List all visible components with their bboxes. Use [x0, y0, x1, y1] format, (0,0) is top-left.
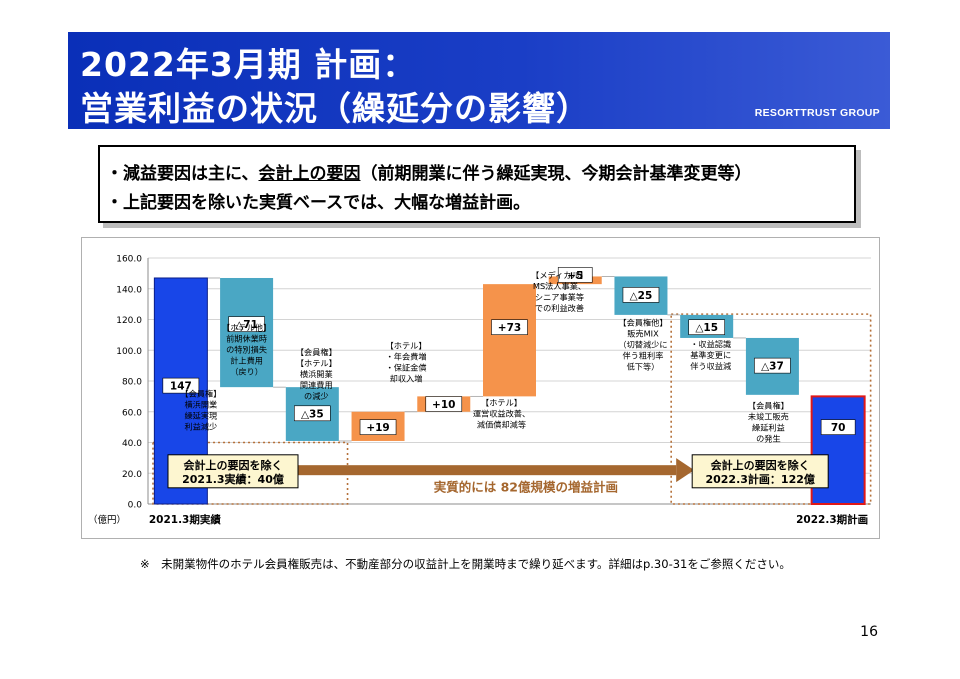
bar-annotation: 【ホテル】 — [481, 398, 522, 408]
bar-annotation: 【ホテル他】 — [222, 322, 271, 332]
bar-annotation: 繰延実現 — [184, 410, 217, 420]
growth-arrow-text: 実質的には 82億規模の増益計画 — [434, 480, 618, 495]
summary-line-2: ・上記要因を除いた実質ベースでは、大幅な増益計画。 — [106, 193, 531, 213]
bar-annotation: MS法人事業、 — [533, 281, 586, 291]
y-tick-label: 40.0 — [122, 439, 142, 449]
page-number: 16 — [860, 624, 878, 640]
y-tick-label: 120.0 — [116, 316, 142, 326]
value-label: +10 — [432, 399, 455, 411]
x-end-label: 2022.3期計画 — [796, 513, 868, 526]
y-tick-label: 80.0 — [122, 378, 142, 388]
bar-annotation: の特別損失 — [226, 344, 267, 354]
growth-arrow-shaft — [227, 465, 677, 476]
bar-annotation: 横浜開業 — [184, 399, 217, 409]
summary-line-1-pre: ・減益要因は主に、 — [106, 164, 259, 184]
value-label: +5 — [567, 270, 583, 282]
bar-annotation: 前期休業時 — [226, 333, 267, 343]
value-label: △37 — [761, 361, 784, 373]
value-label: △71 — [235, 319, 258, 331]
bar-annotation: 販売MIX — [627, 329, 659, 339]
left-callout-line2: 2021.3実績：40億 — [182, 472, 284, 486]
bar-annotation: 【メディカル】 — [531, 270, 588, 280]
decrease-bar — [220, 277, 274, 388]
value-label: +73 — [498, 322, 521, 334]
bar-annotation: 【会員権】 — [296, 347, 337, 357]
bar-annotation: 伴う粗利率 — [622, 351, 663, 361]
bar-annotation: での利益改善 — [535, 303, 584, 313]
bar-annotation: 却収入増 — [390, 374, 423, 384]
bar-annotation: 繰延利益 — [752, 423, 785, 433]
y-tick-label: 20.0 — [122, 470, 142, 480]
value-label: △15 — [695, 322, 718, 334]
bar-annotation: 未竣工販売 — [748, 412, 789, 422]
increase-bar — [483, 284, 536, 397]
x-start-label: 2021.3期実績 — [149, 513, 222, 526]
summary-line-1: ・減益要因は主に、会計上の要因（前期開業に伴う繰延実現、今期会計基準変更等） — [106, 159, 752, 184]
value-label: △35 — [301, 408, 324, 420]
left-callout-line1: 会計上の要因を除く — [184, 458, 283, 472]
y-tick-label: 140.0 — [116, 285, 142, 295]
left-callout-box — [167, 454, 299, 489]
summary-line-1-post: （前期開業に伴う繰延実現、今期会計基準変更等） — [360, 164, 752, 184]
value-label-box — [294, 405, 331, 422]
value-label-box — [754, 357, 791, 374]
bar-annotation: 【ホテル】 — [296, 358, 337, 368]
bar-annotation: （切替減少に — [618, 340, 667, 350]
bar-annotation: 【ホテル】 — [386, 341, 427, 351]
bar-annotation: 伴う収益減 — [690, 361, 731, 371]
chart-frame: 0.0 20.0 40.0 60.0 80.0 100.0 120.0 140.0 160.0 1… — [81, 237, 880, 539]
y-tick-label: 0.0 — [128, 501, 143, 511]
bar-annotation: ・収益認識 — [690, 339, 731, 349]
bar-annotation: 計上費用 — [230, 355, 263, 365]
y-tick-label: 160.0 — [116, 255, 142, 265]
bar-annotation: 【会員権】 — [180, 388, 221, 398]
bar-annotation: 横浜開業 — [300, 369, 333, 379]
page-title-line1: 2022年3月期 計画： — [80, 45, 417, 84]
bar-annotation: 【会員権】 — [748, 401, 789, 411]
title-banner: 2022年3月期 計画： 営業利益の状況（繰延分の影響） RESORTTRUST… — [68, 32, 890, 129]
value-label-box — [557, 267, 593, 283]
bar-annotation: シニア事業等 — [535, 292, 584, 302]
value-label-box — [820, 419, 856, 435]
summary-box: ・減益要因は主に、会計上の要因（前期開業に伴う繰延実現、今期会計基準変更等） ・… — [98, 145, 856, 223]
summary-line-1-emphasis: 会計上の要因 — [258, 164, 361, 184]
y-unit-label: （億円） — [88, 514, 126, 526]
bar-annotation: の減少 — [304, 391, 329, 401]
value-label-box — [491, 319, 528, 335]
value-label-box — [425, 396, 463, 412]
waterfall-chart: 0.0 20.0 40.0 60.0 80.0 100.0 120.0 140.0 160.0 1… — [88, 255, 872, 526]
value-label-box — [622, 287, 660, 303]
value-label-box — [162, 377, 200, 394]
value-label-box — [228, 316, 265, 332]
bar-annotation: （戻り） — [230, 366, 263, 376]
bar-annotation: 減価償却減等 — [477, 420, 526, 430]
bar-annotation: 運営収益改善、 — [473, 409, 530, 419]
bar-annotation: 【会員権他】 — [618, 318, 667, 328]
value-label: △25 — [630, 290, 653, 302]
y-tick-label: 100.0 — [116, 347, 142, 357]
value-label: 70 — [831, 422, 846, 434]
right-callout-line1: 会計上の要因を除く — [711, 458, 810, 472]
bar-annotation: 低下等） — [627, 362, 660, 372]
value-label-box — [359, 419, 397, 435]
value-label: +19 — [366, 422, 389, 434]
bar-annotation: 関連費用 — [300, 380, 333, 390]
bar-annotation: ・年会費増 — [386, 352, 427, 362]
right-callout-box — [691, 454, 829, 489]
value-label-box — [688, 319, 725, 335]
y-tick-label: 60.0 — [122, 408, 142, 418]
footnote: ※ 未開業物件のホテル会員権販売は、不動産部分の収益計上を開業時まで繰り延べます… — [140, 557, 791, 571]
page-title-line2: 営業利益の状況（繰延分の影響） — [80, 89, 590, 128]
bar-annotation: の発生 — [756, 434, 781, 444]
bar-annotation: ・保証金償 — [386, 363, 427, 373]
growth-arrow-head — [676, 458, 695, 483]
value-label: 147 — [170, 381, 192, 393]
right-callout-line2: 2022.3計画：122億 — [705, 472, 814, 486]
brand-name: RESORTTRUST GROUP — [754, 107, 880, 119]
bar-annotation: 利益減少 — [184, 421, 217, 431]
bar-annotation: 基準変更に — [690, 350, 731, 360]
